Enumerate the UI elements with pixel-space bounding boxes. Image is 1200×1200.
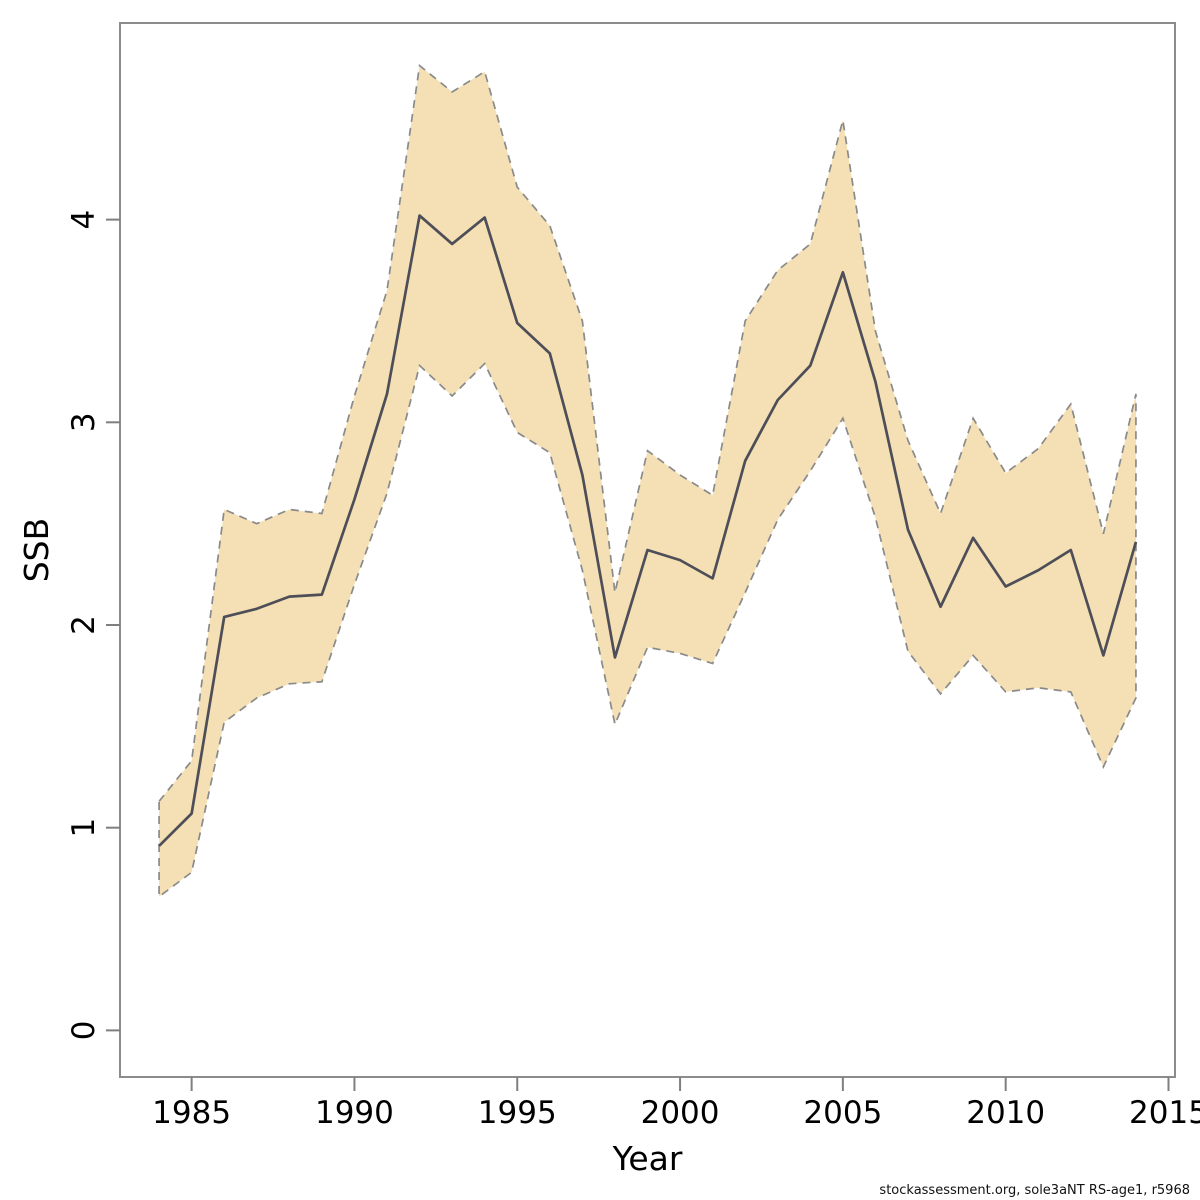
y-axis-tick-label: 1	[66, 818, 102, 838]
y-axis-tick-label: 0	[66, 1021, 102, 1041]
x-axis-tick-label: 1985	[152, 1095, 231, 1131]
x-axis-tick-label: 2000	[641, 1095, 720, 1131]
plot-box	[119, 22, 1176, 1078]
y-axis-tick-label: 3	[66, 412, 102, 432]
x-axis-tick-label: 1995	[478, 1095, 557, 1131]
confidence-band	[158, 63, 1137, 899]
x-axis-tick-label: 2010	[966, 1095, 1045, 1131]
x-axis-title: Year	[612, 1139, 683, 1178]
x-axis-tick-label: 2015	[1129, 1095, 1200, 1131]
y-axis-title: SSB	[17, 518, 56, 583]
footer-credit: stockassessment.org, sole3aNT RS-age1, r…	[879, 1183, 1190, 1198]
x-axis-tick-label: 2005	[803, 1095, 882, 1131]
y-axis-tick-label: 2	[66, 615, 102, 635]
x-axis-tick-label: 1990	[315, 1095, 394, 1131]
ssb-estimate-line	[158, 214, 1138, 847]
y-axis-tick-label: 4	[66, 210, 102, 230]
